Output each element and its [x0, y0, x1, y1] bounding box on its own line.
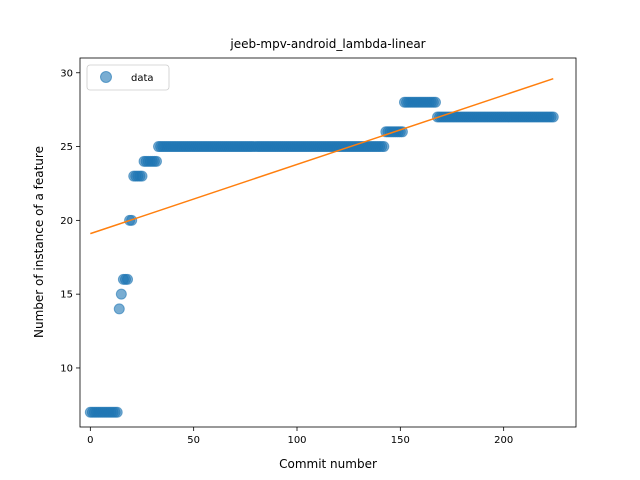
fit-line-group [90, 77, 554, 235]
data-point [136, 170, 148, 182]
plot-frame [79, 57, 577, 428]
fit-line [90, 77, 554, 235]
data-point [113, 303, 125, 315]
y-axis-label: Number of instance of a feature [32, 146, 46, 338]
y-tick-label: 30 [60, 68, 73, 79]
data-point [122, 273, 134, 285]
data-point [547, 111, 559, 123]
y-tick-label: 25 [60, 142, 73, 153]
data-point [115, 288, 127, 300]
x-tick-label: 150 [391, 435, 410, 446]
data-marks [84, 96, 559, 418]
legend-marker-data [100, 71, 112, 83]
x-axis-ticks: 0 50 100 150 200 [87, 427, 513, 446]
y-tick-label: 20 [60, 216, 73, 227]
chart-title: jeeb-mpv-android_lambda-linear [229, 37, 425, 51]
legend: data [86, 64, 170, 91]
data-point [150, 155, 162, 167]
legend-label-data: data [131, 73, 154, 84]
x-tick-label: 200 [494, 435, 513, 446]
x-tick-label: 0 [87, 435, 93, 446]
y-tick-label: 15 [60, 290, 73, 301]
data-point [378, 141, 390, 153]
x-tick-label: 50 [187, 435, 200, 446]
y-tick-label: 10 [60, 363, 73, 374]
y-axis-ticks: 10 15 20 25 30 [60, 68, 80, 374]
x-axis-label: Commit number [279, 457, 377, 471]
data-point [429, 96, 441, 108]
x-tick-label: 100 [287, 435, 306, 446]
legend-frame [86, 64, 170, 91]
data-point [111, 406, 123, 418]
